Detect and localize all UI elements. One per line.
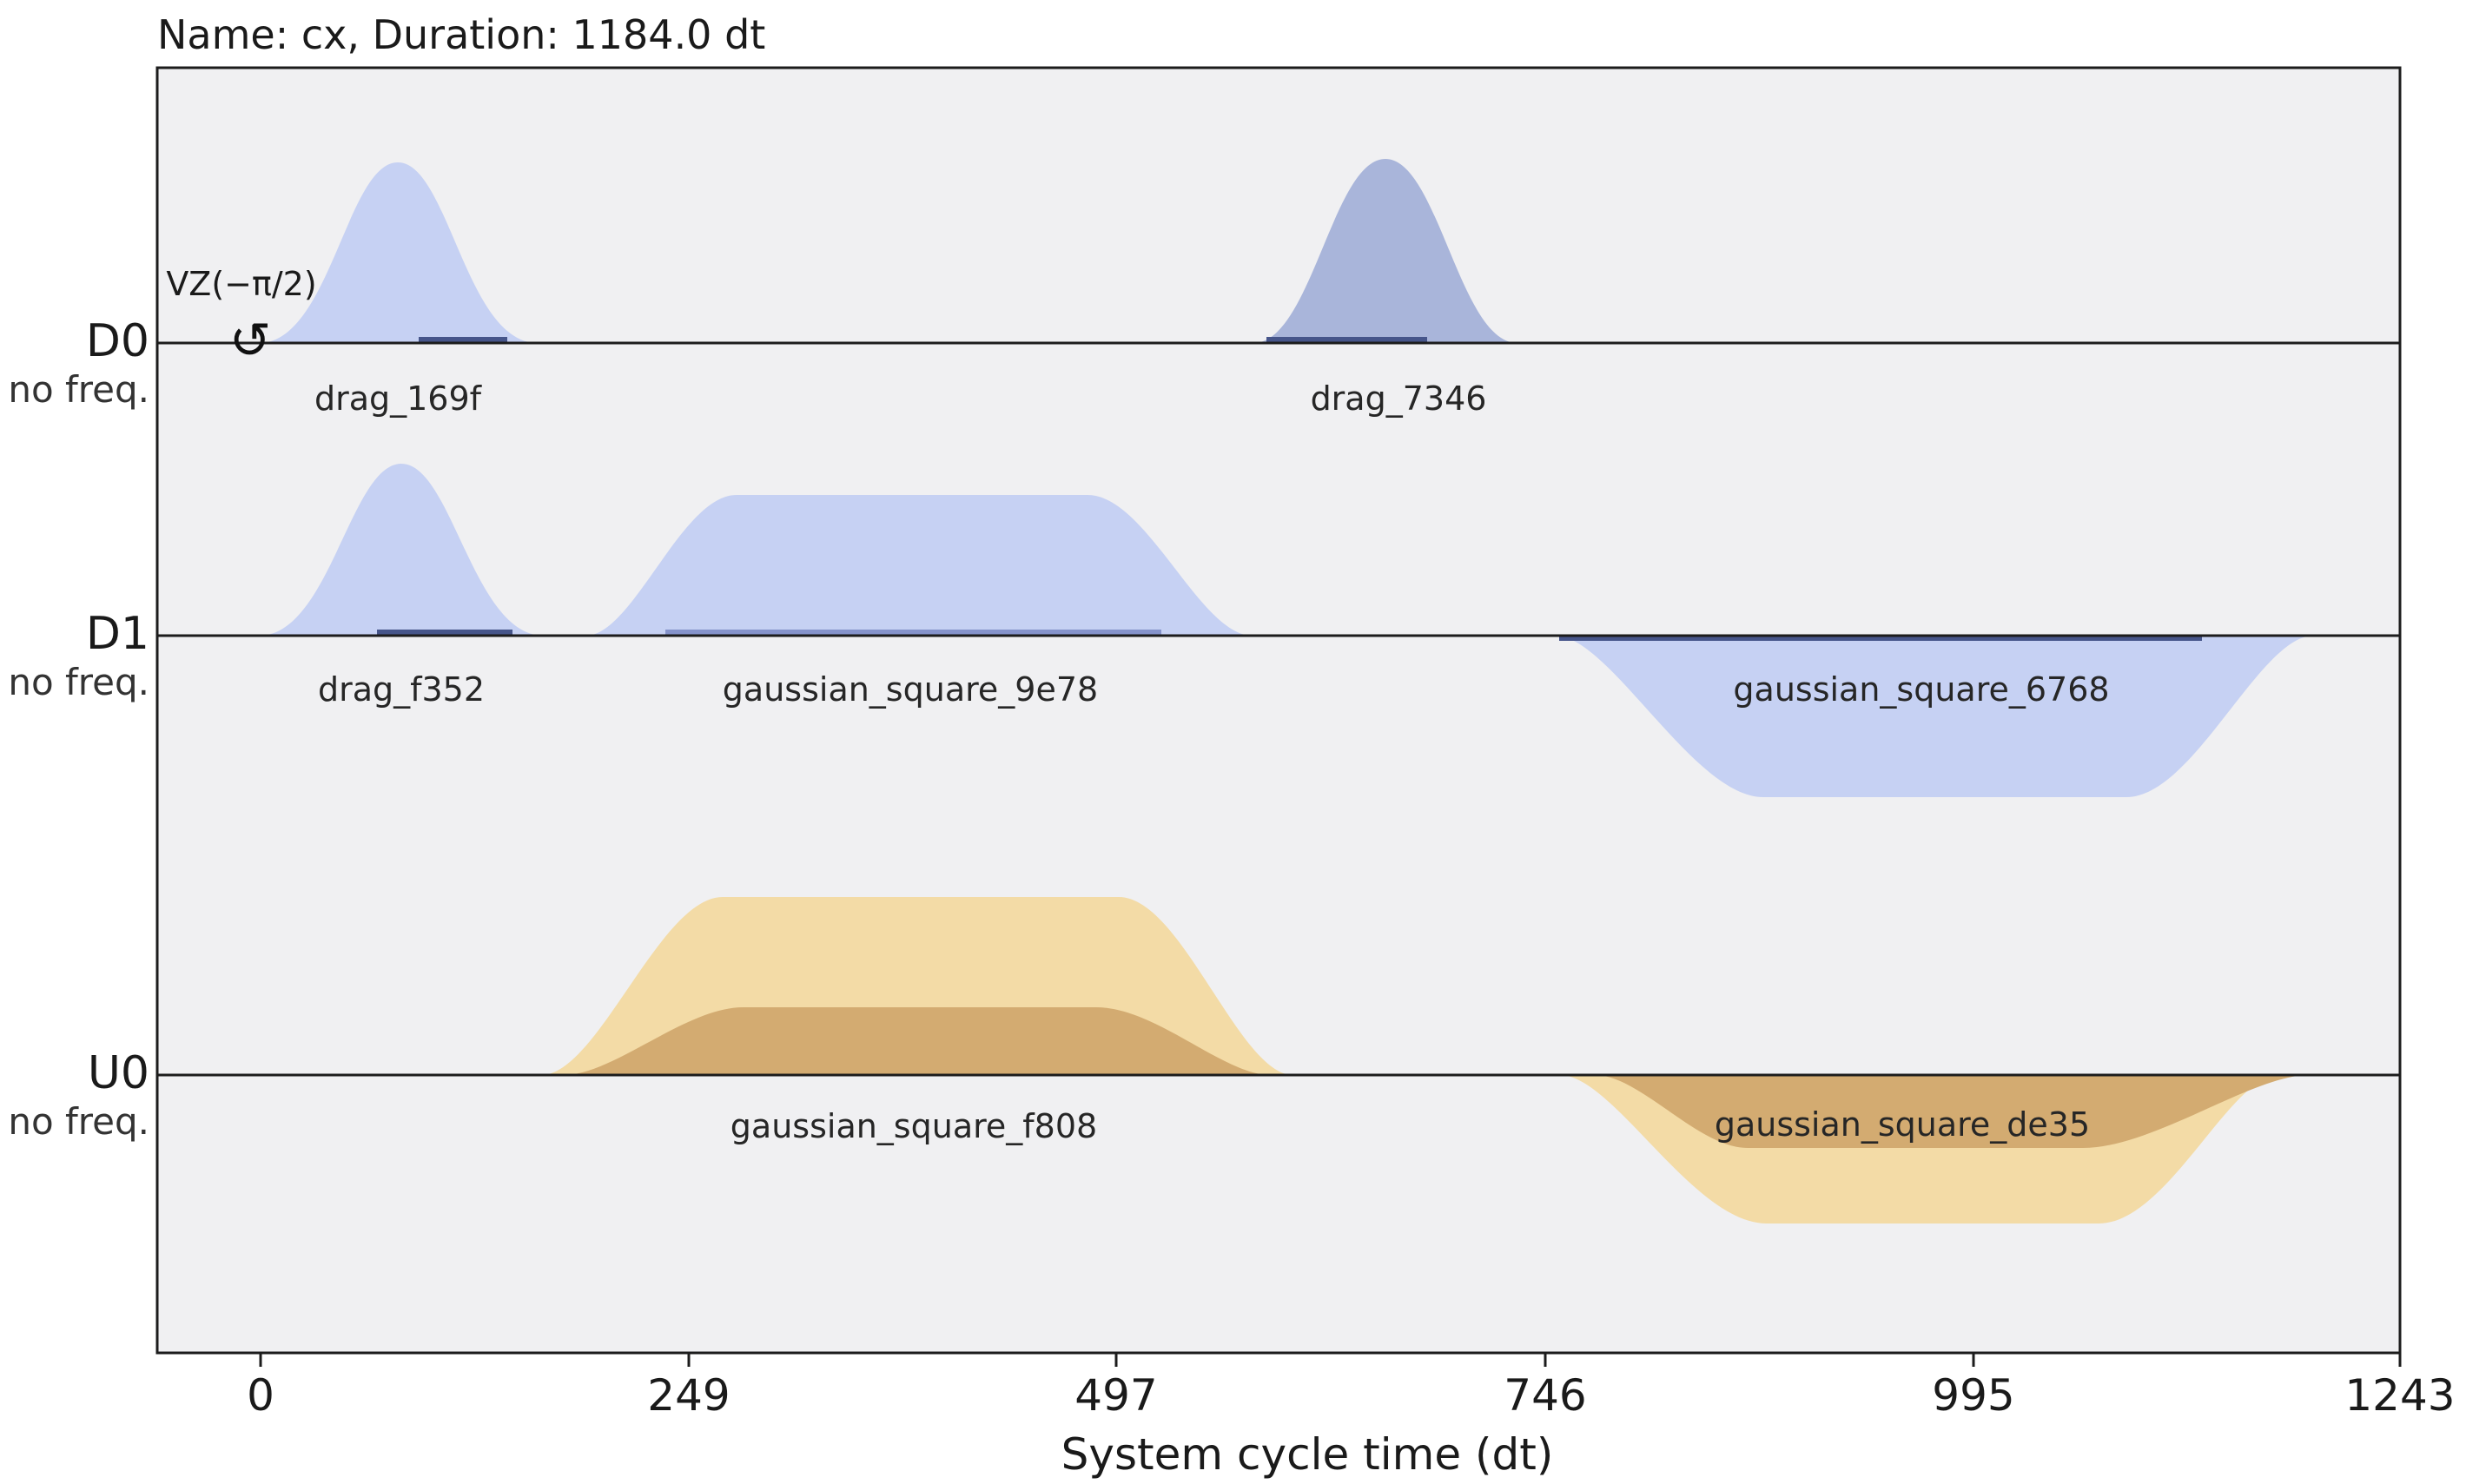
pulse-drag-f352-real [261, 464, 542, 636]
pulse-label-gaussian-square-6768: gaussian_square_6768 [1733, 670, 2109, 709]
pulse-drag-7346-imag [1266, 337, 1427, 344]
tick-label-995: 995 [1932, 1370, 2014, 1421]
pulse-drag-7346-real [1255, 159, 1516, 343]
tick-label-746: 746 [1504, 1370, 1586, 1421]
pulse-gaussian-square-de35-imag [1597, 1075, 2307, 1148]
pulse-label-drag-f352: drag_f352 [318, 670, 485, 709]
pulse-label-drag-169f: drag_169f [314, 379, 483, 418]
pulse-drag-f352-imag [377, 630, 512, 636]
pulse-label-drag-7346: drag_7346 [1311, 379, 1487, 418]
pulse-label-gaussian-square-9e78: gaussian_square_9e78 [723, 670, 1098, 709]
pulse-gaussian-square-f808-imag [566, 1007, 1268, 1075]
channel-freq-u0: no freq. [8, 1100, 149, 1143]
tick-label-1243: 1243 [2344, 1370, 2455, 1421]
tick-label-497: 497 [1074, 1370, 1157, 1421]
virtual-z-label: VZ(−π/2) [166, 265, 316, 303]
pulse-drag-169f-real [261, 162, 536, 343]
pulse-gaussian-square-6768-real [1557, 636, 2312, 797]
figure-title: Name: cx, Duration: 1184.0 dt [157, 11, 765, 58]
x-axis-label: System cycle time (dt) [1061, 1429, 1554, 1480]
virtual-z-rotation-icon: ↺ [229, 311, 272, 370]
tick-label-0: 0 [247, 1370, 274, 1421]
channel-freq-d1: no freq. [8, 661, 149, 703]
channel-label-d0: D0 [86, 315, 149, 367]
pulse-gaussian-square-9e78-imag [665, 630, 1161, 636]
pulse-label-gaussian-square-de35: gaussian_square_de35 [1715, 1105, 2090, 1144]
x-axis: 0 249 497 746 995 1243 System cycle time… [247, 1353, 2456, 1480]
pulse-gaussian-square-9e78-real [587, 495, 1251, 636]
pulse-label-gaussian-square-f808: gaussian_square_f808 [731, 1107, 1097, 1145]
pulse-drag-169f-imag [419, 337, 507, 344]
pulse-gaussian-square-6768-imag [1559, 635, 2202, 641]
channel-label-d1: D1 [86, 608, 149, 660]
channel-freq-d0: no freq. [8, 368, 149, 411]
channel-label-u0: U0 [88, 1047, 149, 1099]
tick-label-249: 249 [647, 1370, 730, 1421]
